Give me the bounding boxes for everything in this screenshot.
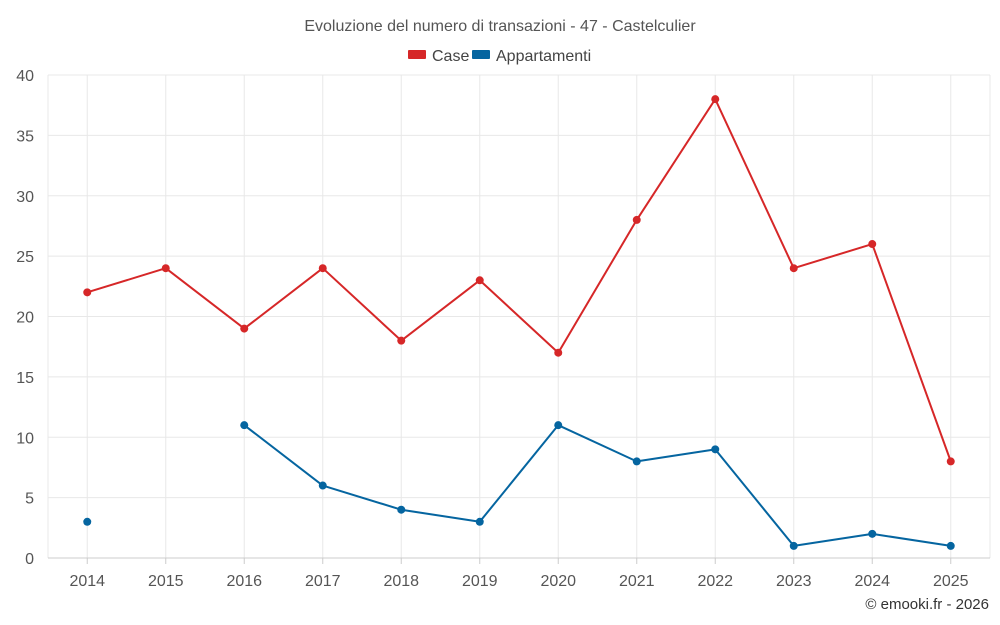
x-tick-label: 2023 <box>776 573 812 590</box>
x-tick-label: 2021 <box>619 573 655 590</box>
data-point <box>868 529 877 538</box>
data-point <box>318 264 327 273</box>
y-tick-label: 20 <box>16 310 34 327</box>
data-point <box>554 348 563 357</box>
series-appartamenti <box>83 421 955 550</box>
y-tick-label: 0 <box>25 551 34 568</box>
y-tick-label: 5 <box>25 491 34 508</box>
legend-label: Case <box>432 48 469 65</box>
data-point <box>946 457 955 466</box>
data-point <box>789 541 798 550</box>
legend: Case Appartamenti <box>408 48 591 65</box>
x-tick-label: 2022 <box>697 573 733 590</box>
data-point <box>83 517 92 526</box>
series-line <box>243 424 951 547</box>
grid <box>47 74 991 558</box>
x-tick-label: 2014 <box>69 573 105 590</box>
y-tick-label: 15 <box>16 370 34 387</box>
data-point <box>868 240 877 249</box>
x-tick-label: 2018 <box>383 573 419 590</box>
x-axis: 2014 2015 2016 2017 2018 2019 2020 2021 2022 2023… <box>48 557 990 590</box>
y-tick-label: 40 <box>16 68 34 85</box>
data-point <box>83 288 92 297</box>
data-point <box>397 336 406 345</box>
data-point <box>240 324 249 333</box>
data-point <box>475 517 484 526</box>
x-tick-label: 2025 <box>933 573 969 590</box>
x-tick-label: 2024 <box>854 573 890 590</box>
credit-text: © emooki.fr - 2026 <box>865 596 989 613</box>
y-tick-label: 30 <box>16 189 34 206</box>
legend-label: Appartamenti <box>496 48 591 65</box>
data-point <box>475 276 484 285</box>
y-tick-label: 10 <box>16 430 34 447</box>
data-point <box>632 215 641 224</box>
data-point <box>318 481 327 490</box>
x-tick-label: 2020 <box>540 573 576 590</box>
data-point <box>711 445 720 454</box>
series-line <box>86 98 952 462</box>
data-point <box>632 457 641 466</box>
data-point <box>554 421 563 430</box>
data-point <box>946 541 955 550</box>
legend-swatch <box>472 50 490 59</box>
chart-title: Evoluzione del numero di transazioni - 4… <box>304 18 696 35</box>
data-point <box>711 95 720 104</box>
x-tick-label: 2017 <box>305 573 341 590</box>
y-tick-label: 35 <box>16 128 34 145</box>
x-tick-label: 2016 <box>226 573 262 590</box>
data-point <box>789 264 798 273</box>
y-tick-label: 25 <box>16 249 34 266</box>
x-tick-label: 2019 <box>462 573 498 590</box>
x-tick-label: 2015 <box>148 573 184 590</box>
legend-swatch <box>408 50 426 59</box>
series-group <box>83 95 955 550</box>
legend-item-case: Case <box>408 48 469 65</box>
y-axis: 0 5 10 15 20 25 30 35 40 <box>16 68 34 568</box>
series-case <box>83 95 955 466</box>
legend-item-appartamenti: Appartamenti <box>472 48 591 65</box>
data-point <box>161 264 170 273</box>
data-point <box>240 421 249 430</box>
data-point <box>397 505 406 514</box>
